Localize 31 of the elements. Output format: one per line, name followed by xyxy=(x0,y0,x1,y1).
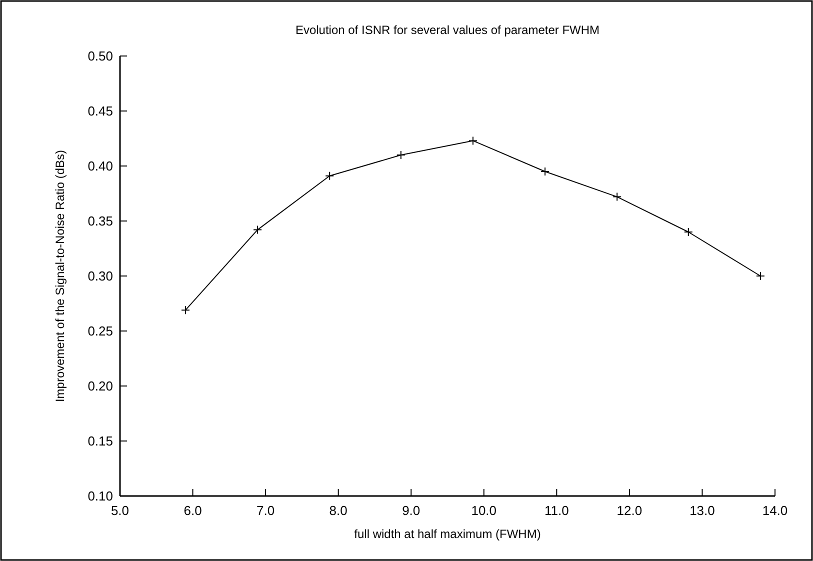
x-tick-label: 14.0 xyxy=(762,503,788,518)
x-tick-label: 11.0 xyxy=(544,503,569,518)
y-tick-label: 0.20 xyxy=(88,378,113,394)
y-tick-label: 0.40 xyxy=(88,158,113,174)
point xyxy=(684,228,693,236)
point xyxy=(325,171,334,180)
x-tick-label: 9.0 xyxy=(402,503,420,518)
chart-title: Evolution of ISNR for several values of parameter FWHM xyxy=(295,23,600,37)
x-tick-label: 5.0 xyxy=(110,503,130,518)
x-tick-label: 6.0 xyxy=(184,503,202,518)
y-tick-label: 0.15 xyxy=(88,434,113,448)
x-axis-title: full width at half maximum (FWHM) xyxy=(354,527,541,541)
point xyxy=(468,136,478,146)
x-tick-label: 7.0 xyxy=(256,503,275,518)
point xyxy=(253,225,262,234)
point xyxy=(612,192,622,202)
x-tick-label: 12.0 xyxy=(616,503,642,518)
y-axis-title: Improvement of the Signal-to-Noise Ratio (dBs) xyxy=(53,150,67,402)
y-tick-label: 0.30 xyxy=(88,268,113,284)
point xyxy=(396,150,406,160)
y-tick-label: 0.45 xyxy=(88,104,113,118)
point xyxy=(540,167,550,176)
y-tick-label: 0.25 xyxy=(88,324,113,338)
x-tick-label: 10.0 xyxy=(471,503,497,518)
point xyxy=(756,272,765,280)
x-tick-label: 8.0 xyxy=(329,503,348,518)
y-tick-label: 0.35 xyxy=(88,214,113,228)
x-tick-label: 13.0 xyxy=(690,503,715,518)
point xyxy=(181,306,190,315)
y-tick-label: 0.50 xyxy=(88,48,113,64)
y-tick-label: 0.10 xyxy=(88,488,113,504)
